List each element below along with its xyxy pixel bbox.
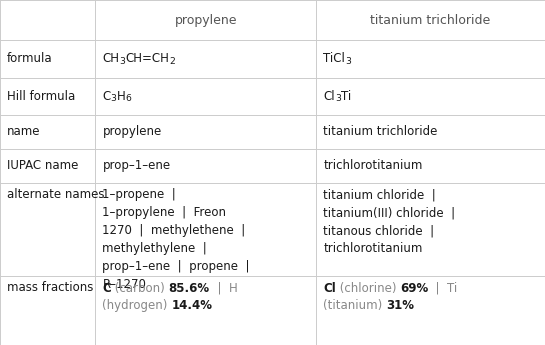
- Text: 3: 3: [111, 94, 117, 103]
- Text: CH: CH: [102, 52, 119, 66]
- Text: Cl: Cl: [323, 282, 336, 295]
- Text: 3: 3: [119, 57, 125, 66]
- Text: 69%: 69%: [400, 282, 428, 295]
- Text: (chlorine): (chlorine): [336, 282, 400, 295]
- Text: 3: 3: [345, 57, 351, 66]
- Text: 2: 2: [169, 57, 175, 66]
- Text: propylene: propylene: [102, 125, 162, 138]
- Text: titanium trichloride: titanium trichloride: [323, 125, 438, 138]
- Text: prop–1–ene: prop–1–ene: [102, 159, 171, 172]
- Text: TiCl: TiCl: [323, 52, 345, 66]
- Text: H: H: [117, 90, 125, 103]
- Text: titanium chloride  |
titanium(III) chloride  |
titanous chloride  |
trichlorotit: titanium chloride | titanium(III) chlori…: [323, 188, 455, 255]
- Text: 85.6%: 85.6%: [169, 282, 210, 295]
- Text: formula: formula: [7, 52, 53, 66]
- Text: propylene: propylene: [174, 14, 237, 27]
- Text: C: C: [102, 90, 111, 103]
- Text: |  Ti: | Ti: [428, 282, 458, 295]
- Text: (carbon): (carbon): [111, 282, 169, 295]
- Text: titanium trichloride: titanium trichloride: [371, 14, 490, 27]
- Text: 6: 6: [125, 94, 131, 103]
- Text: name: name: [7, 125, 40, 138]
- Text: alternate names: alternate names: [7, 188, 105, 201]
- Text: trichlorotitanium: trichlorotitanium: [323, 159, 422, 172]
- Text: Hill formula: Hill formula: [7, 90, 75, 103]
- Text: Ti: Ti: [341, 90, 351, 103]
- Text: Cl: Cl: [323, 90, 335, 103]
- Text: IUPAC name: IUPAC name: [7, 159, 78, 172]
- Text: |  H: | H: [210, 282, 238, 295]
- Text: 31%: 31%: [386, 299, 414, 312]
- Text: 14.4%: 14.4%: [172, 299, 213, 312]
- Text: C: C: [102, 282, 111, 295]
- Text: 3: 3: [335, 94, 341, 103]
- Text: 1–propene  |
1–propylene  |  Freon
1270  |  methylethene  |
methylethylene  |
pr: 1–propene | 1–propylene | Freon 1270 | m…: [102, 188, 250, 291]
- Text: mass fractions: mass fractions: [7, 281, 93, 294]
- Text: (hydrogen): (hydrogen): [102, 299, 172, 312]
- Text: CH=CH: CH=CH: [125, 52, 169, 66]
- Text: (titanium): (titanium): [323, 299, 386, 312]
